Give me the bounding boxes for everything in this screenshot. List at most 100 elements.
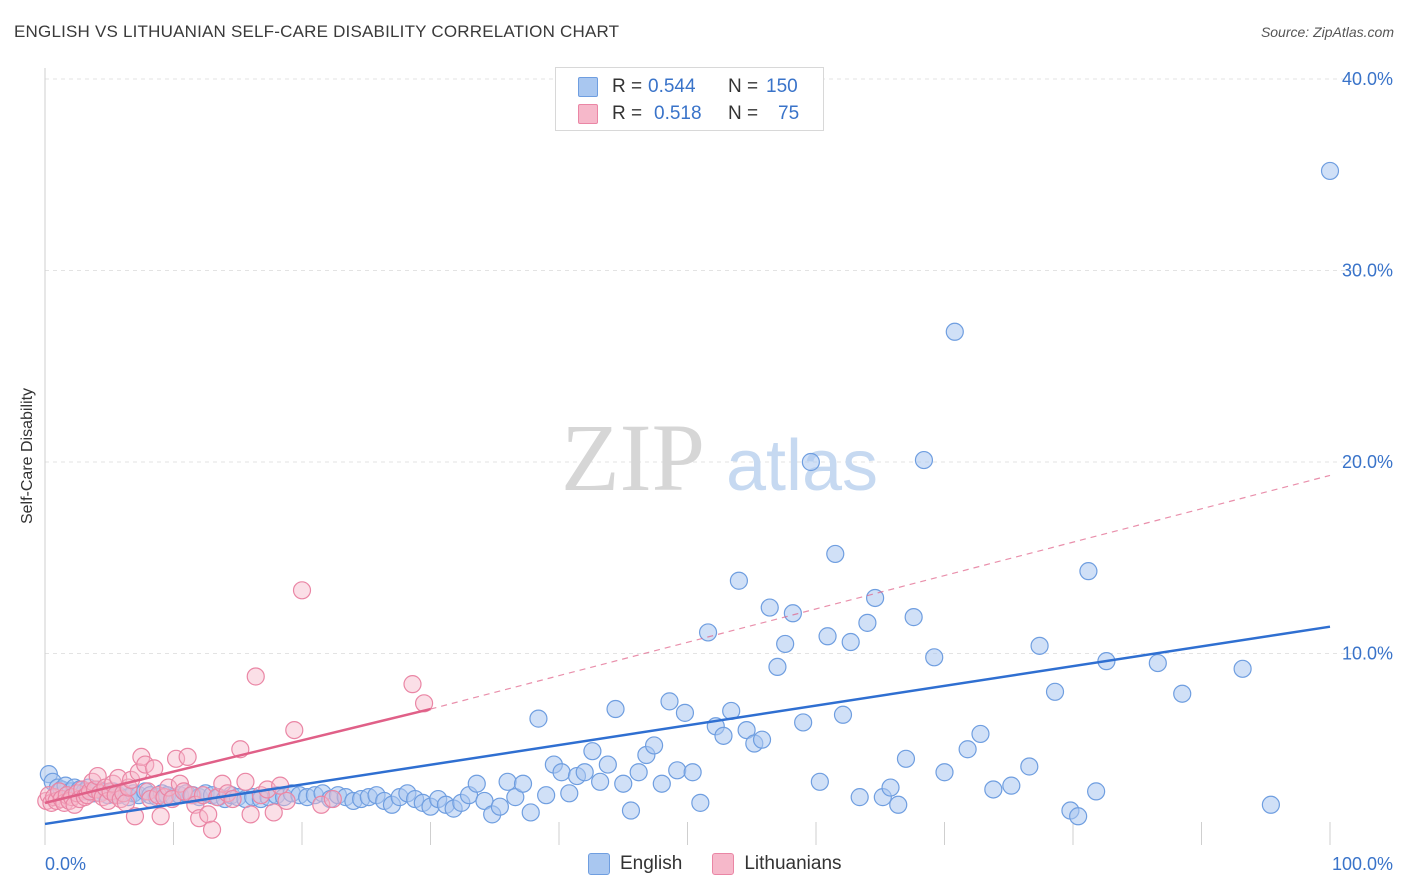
lithuanian-point — [178, 747, 197, 767]
english-point — [652, 774, 671, 793]
english-point — [668, 761, 687, 780]
lithuanian-point — [148, 786, 168, 805]
english-r-label: R = — [612, 76, 643, 97]
y-tick-label: 20.0% — [1342, 452, 1393, 472]
axis-layer — [44, 68, 1331, 845]
lithuanian-r-label: R = — [612, 103, 643, 124]
lithuanian-n-value: 75 — [778, 103, 800, 124]
english-point — [513, 774, 533, 793]
english-n-label: N = — [728, 76, 759, 97]
english-point — [925, 648, 944, 667]
english-point — [737, 720, 756, 740]
english-point — [1261, 795, 1280, 814]
english-point — [560, 784, 579, 803]
english-point — [935, 763, 954, 782]
point-layer — [37, 161, 1340, 839]
english-r-value: 0.544 — [648, 76, 696, 97]
legend-item-lithuanians[interactable]: Lithuanians — [712, 853, 842, 875]
y-tick-label: 30.0% — [1342, 261, 1393, 281]
lithuanian-point — [159, 778, 178, 797]
english-point — [776, 634, 795, 654]
english-point — [841, 632, 860, 652]
grid-layer — [45, 78, 1360, 654]
lithuanian-n-label: N = — [728, 103, 759, 124]
tick-labels: 10.0% 20.0% 30.0% 40.0% 0.0% 100.0% — [45, 69, 1393, 874]
english-point — [552, 763, 571, 782]
y-tick-label: 10.0% — [1342, 644, 1393, 664]
english-legend-label: English — [620, 853, 683, 874]
english-point — [826, 544, 845, 564]
lithuanian-point — [213, 774, 232, 793]
english-point — [598, 755, 617, 774]
legend-row-lithuanian: R = 0.518 N = 75 — [578, 103, 799, 125]
lithuanian-point — [151, 807, 170, 826]
lithuanian-point — [264, 803, 283, 822]
lithuanian-point — [166, 749, 186, 768]
english-point — [529, 709, 548, 728]
english-point — [683, 763, 702, 782]
legend-row-english: R = 0.544 N = 150 — [578, 76, 798, 98]
lithuanian-legend-swatch — [712, 853, 735, 875]
lithuanian-point — [403, 675, 422, 694]
english-point — [896, 749, 916, 768]
english-legend-swatch — [588, 853, 610, 875]
english-point — [794, 713, 813, 732]
english-trend-line — [44, 625, 1331, 826]
english-point — [621, 801, 641, 820]
english-point — [675, 703, 695, 722]
english-point — [714, 726, 733, 745]
lithuanian-point — [292, 581, 312, 600]
english-point — [583, 742, 602, 761]
legend-item-english[interactable]: English — [588, 853, 682, 875]
lithuanian-point — [190, 809, 209, 828]
english-point — [881, 778, 900, 797]
lithuanian-trend-extension — [430, 474, 1331, 710]
english-point — [801, 452, 820, 472]
english-point — [904, 608, 923, 627]
lithuanian-point — [312, 795, 331, 814]
english-point — [850, 788, 869, 807]
lithuanian-legend-label: Lithuanians — [744, 853, 842, 874]
lithuanian-point — [246, 667, 265, 686]
english-point — [629, 763, 648, 782]
english-point — [866, 588, 885, 608]
english-point — [958, 740, 977, 759]
english-point — [971, 724, 990, 744]
english-point — [889, 795, 908, 814]
lithuanian-point — [136, 755, 155, 774]
lithuanian-swatch — [578, 104, 598, 124]
series-legend: English Lithuanians — [588, 853, 872, 875]
english-point — [752, 730, 772, 749]
lithuanian-point — [199, 805, 218, 824]
chart-title: ENGLISH VS LITHUANIAN SELF-CARE DISABILI… — [14, 22, 620, 41]
lithuanian-point — [236, 772, 255, 791]
english-point — [729, 571, 749, 590]
english-point — [945, 322, 964, 341]
english-point — [591, 772, 610, 791]
english-point — [1002, 776, 1021, 795]
watermark-atlas: atlas — [726, 426, 878, 506]
english-point — [1020, 757, 1039, 776]
english-point — [490, 797, 509, 816]
english-point — [467, 774, 486, 793]
english-point — [818, 627, 837, 646]
english-point — [1069, 807, 1088, 826]
english-point — [858, 613, 877, 632]
lithuanian-point — [202, 820, 222, 839]
watermark-zip: ZIP — [561, 404, 705, 511]
lithuanian-trend-line — [44, 707, 431, 805]
english-point — [1173, 684, 1192, 703]
lithuanian-point — [277, 791, 296, 811]
english-point — [1148, 653, 1167, 673]
lithuanian-point — [241, 805, 260, 824]
english-point — [768, 657, 787, 677]
english-point — [783, 604, 802, 623]
english-point — [810, 772, 829, 791]
english-point — [1320, 161, 1340, 181]
lithuanian-point — [271, 776, 290, 795]
english-point — [1233, 659, 1252, 678]
y-tick-label: 40.0% — [1342, 69, 1393, 89]
stats-legend: R = 0.544 N = 150 R = 0.518 N = 75 — [555, 67, 824, 131]
lithuanian-point — [323, 789, 342, 809]
trend-layer — [44, 474, 1331, 826]
